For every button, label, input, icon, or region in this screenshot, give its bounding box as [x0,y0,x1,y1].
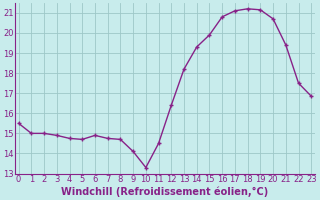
X-axis label: Windchill (Refroidissement éolien,°C): Windchill (Refroidissement éolien,°C) [61,187,268,197]
